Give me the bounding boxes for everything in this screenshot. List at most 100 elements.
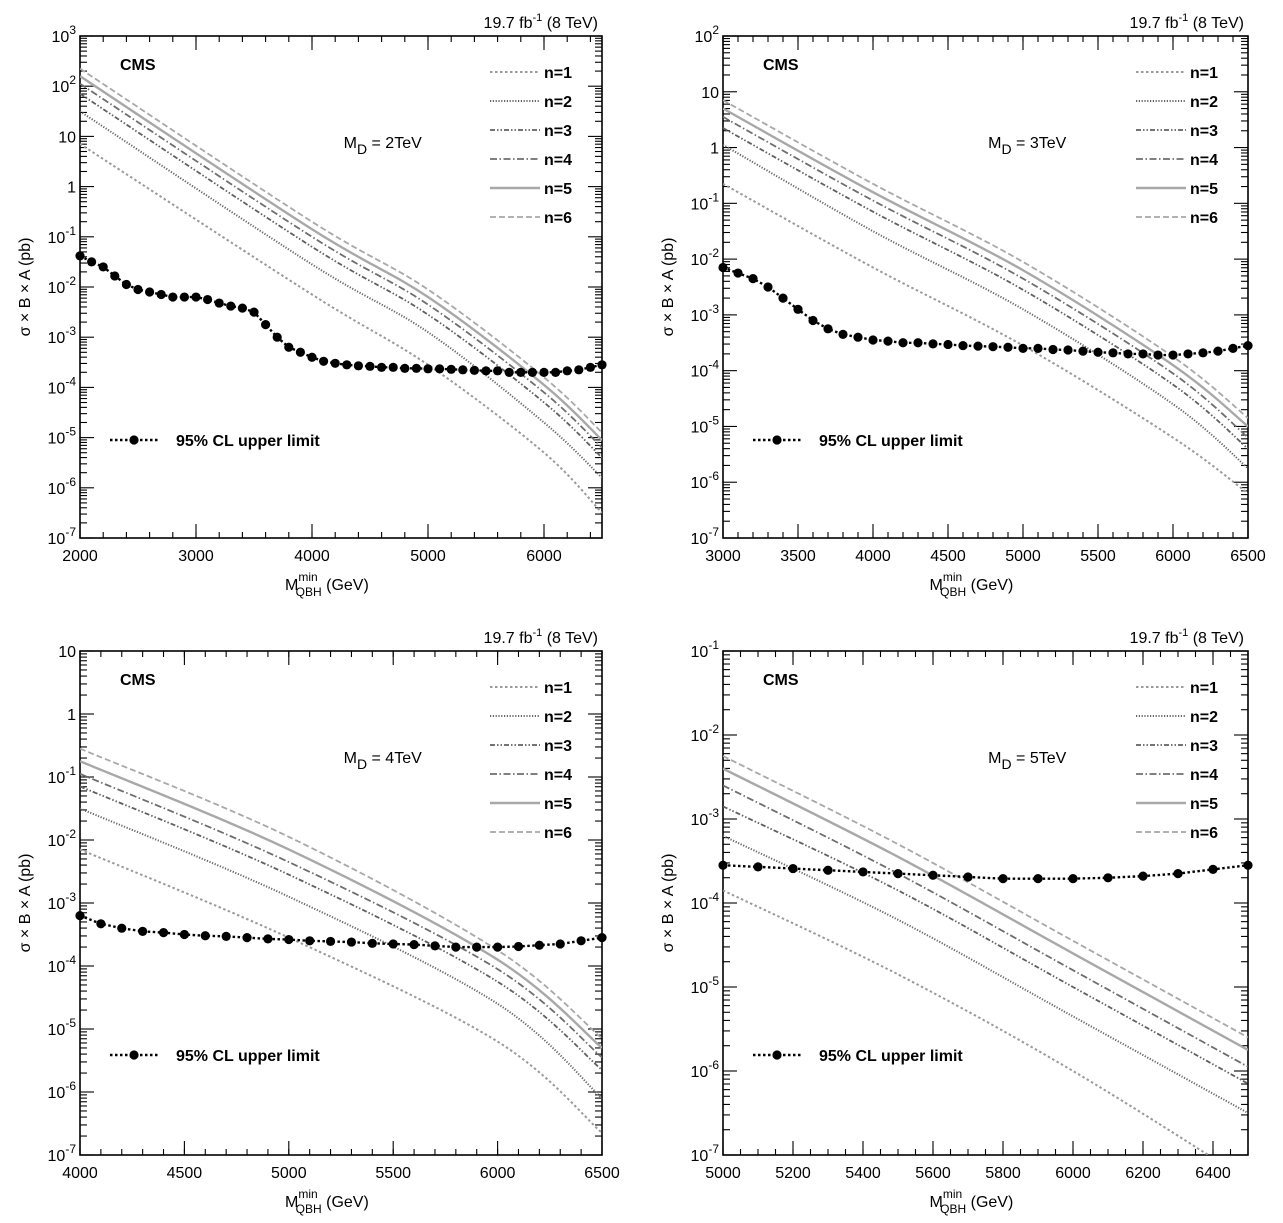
limit-point [788,863,798,874]
plot-frame [79,35,603,539]
x-axis-title: Mmin QBH (GeV) [930,1187,1014,1216]
limit-curve [723,864,1248,880]
x-tick-label: 5000 [271,1165,307,1182]
limit-point [179,292,189,302]
series-curve-n6 [80,747,602,1040]
y-tick-label: 1 [67,180,76,197]
y-tick-label: 10-5 [48,1016,77,1039]
y-tick-label: 1 [710,141,719,158]
limit-point [555,939,565,949]
limit-point [117,923,127,933]
y-tick-label: 10-3 [691,302,720,325]
limit-point [365,361,375,371]
legend-label: n=5 [544,181,572,198]
series-curve-n3 [723,127,1248,450]
limit-point [585,362,596,372]
plot-frame [79,650,603,1156]
y-tick-label: 10-7 [691,1142,720,1165]
limit-point [973,341,983,351]
limit-point [963,872,973,882]
x-tick-label: 6500 [584,1165,620,1182]
y-tick-label: 10-1 [691,190,720,213]
limit-point [1243,340,1253,351]
limit-point [1003,342,1013,352]
limit-point [133,284,143,295]
limit-point [400,363,410,373]
md-label: MD = 4TeV [344,750,422,772]
limit-point [597,360,607,370]
limit-point [527,367,538,377]
legend-label: n=6 [1190,825,1218,842]
limit-point [838,329,848,340]
y-tick-label: 10 [701,85,719,102]
limit-point [539,367,549,377]
limit-point [75,251,85,261]
limit-legend-label: 95% CL upper limit [176,433,320,450]
limit-point [305,936,315,946]
limit-point [284,934,294,945]
series-curve-n3 [80,785,602,1071]
series-curve-n3 [80,92,602,459]
legend-label: n=3 [544,123,572,140]
y-tick-label: 10-3 [48,890,77,913]
x-tick-label: 3000 [705,548,741,565]
x-tick-label: 4000 [294,548,330,565]
limit-point [377,362,387,372]
limit-point [409,939,419,950]
limit-point [1173,869,1183,879]
limit-point [958,340,968,351]
series-curve-n4 [80,82,602,449]
y-tick-label: 10-1 [48,224,77,247]
legend-label: n=1 [544,680,572,697]
limit-point [1033,343,1043,353]
legend-label: n=1 [544,65,572,82]
limit-point [156,289,166,300]
limit-point [823,865,833,875]
x-tick-label: 4500 [930,548,966,565]
x-tick-label: 5200 [775,1165,811,1182]
y-tick-label: 10-4 [48,374,77,397]
y-tick-label: 102 [52,73,77,96]
limit-point [1078,346,1088,356]
limit-point [718,262,728,273]
lumi-label: 19.7 fb-1 (8 TeV) [1130,627,1244,647]
x-tick-label: 6000 [1155,548,1191,565]
cms-label: CMS [120,672,156,689]
x-tick-label: 5400 [845,1165,881,1182]
limit-point [913,338,923,348]
y-tick-label: 10 [58,644,76,661]
y-axis-title: σ × B × A (pb) [660,854,677,953]
x-tick-label: 5500 [375,1165,411,1182]
limit-point [898,338,908,348]
x-tick-label: 6000 [480,1165,516,1182]
limit-point [87,257,97,267]
series-curve-n1 [80,848,602,1134]
y-tick-label: 10 [58,129,76,146]
limit-point [943,339,953,350]
limit-point [853,332,863,342]
series-curve-n1 [723,889,1211,1155]
limit-point [446,364,456,374]
limit-point [307,352,317,362]
series-curve-n2 [723,143,1248,470]
series-curve-n2 [80,807,602,1100]
y-tick-label: 10-6 [691,469,720,492]
y-tick-label: 10-1 [48,764,77,787]
limit-point [562,366,572,376]
limit-point [1213,346,1223,356]
y-axis-title: σ × B × A (pb) [17,854,34,953]
x-tick-label: 5000 [410,548,446,565]
limit-point [493,366,503,376]
limit-point [1228,343,1238,353]
x-tick-label: 5500 [1080,548,1116,565]
lumi-label: 19.7 fb-1 (8 TeV) [484,627,598,647]
limit-point [388,939,398,949]
limit-point [504,367,514,377]
limit-point [179,929,189,940]
legend-label: n=2 [544,709,572,726]
legend-label: n=1 [1190,680,1218,697]
limit-legend-marker [129,435,139,445]
limit-curve [80,254,602,374]
series-curve-n4 [723,784,1248,1068]
limit-point [98,262,108,272]
